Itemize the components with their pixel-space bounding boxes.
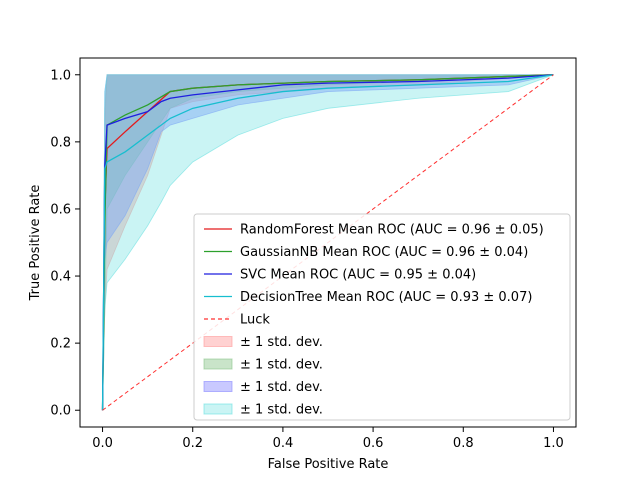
legend-label: RandomForest Mean ROC (AUC = 0.96 ± 0.05… [240, 223, 544, 238]
x-axis-label: False Positive Rate [268, 457, 389, 472]
x-tick-label: 0.6 [363, 436, 384, 451]
legend-label: GaussianNB Mean ROC (AUC = 0.96 ± 0.04) [240, 245, 528, 260]
y-tick-label: 0.4 [50, 270, 71, 285]
legend-band-swatch [204, 337, 232, 347]
x-tick-label: 0.8 [453, 436, 474, 451]
y-tick-label: 0.2 [50, 337, 71, 352]
y-tick-label: 0.0 [50, 404, 71, 419]
legend-label: ± 1 std. dev. [240, 358, 323, 373]
x-tick-label: 0.0 [92, 436, 113, 451]
legend-label: ± 1 std. dev. [240, 335, 323, 350]
legend-band-swatch [204, 382, 232, 392]
legend-label: SVC Mean ROC (AUC = 0.95 ± 0.04) [240, 268, 476, 283]
x-tick-label: 0.4 [273, 436, 294, 451]
legend-band-swatch [204, 404, 232, 414]
legend-label: DecisionTree Mean ROC (AUC = 0.93 ± 0.07… [240, 290, 532, 305]
y-tick-label: 1.0 [50, 68, 71, 83]
legend-label: ± 1 std. dev. [240, 403, 323, 418]
y-tick-label: 0.8 [50, 135, 71, 150]
x-tick-label: 0.2 [182, 436, 203, 451]
y-axis-label: True Positive Rate [28, 185, 43, 302]
legend-label: ± 1 std. dev. [240, 380, 323, 395]
legend: RandomForest Mean ROC (AUC = 0.96 ± 0.05… [194, 214, 570, 420]
legend-label: Luck [240, 313, 270, 328]
y-tick-label: 0.6 [50, 202, 71, 217]
x-tick-label: 1.0 [543, 436, 564, 451]
legend-band-swatch [204, 359, 232, 369]
